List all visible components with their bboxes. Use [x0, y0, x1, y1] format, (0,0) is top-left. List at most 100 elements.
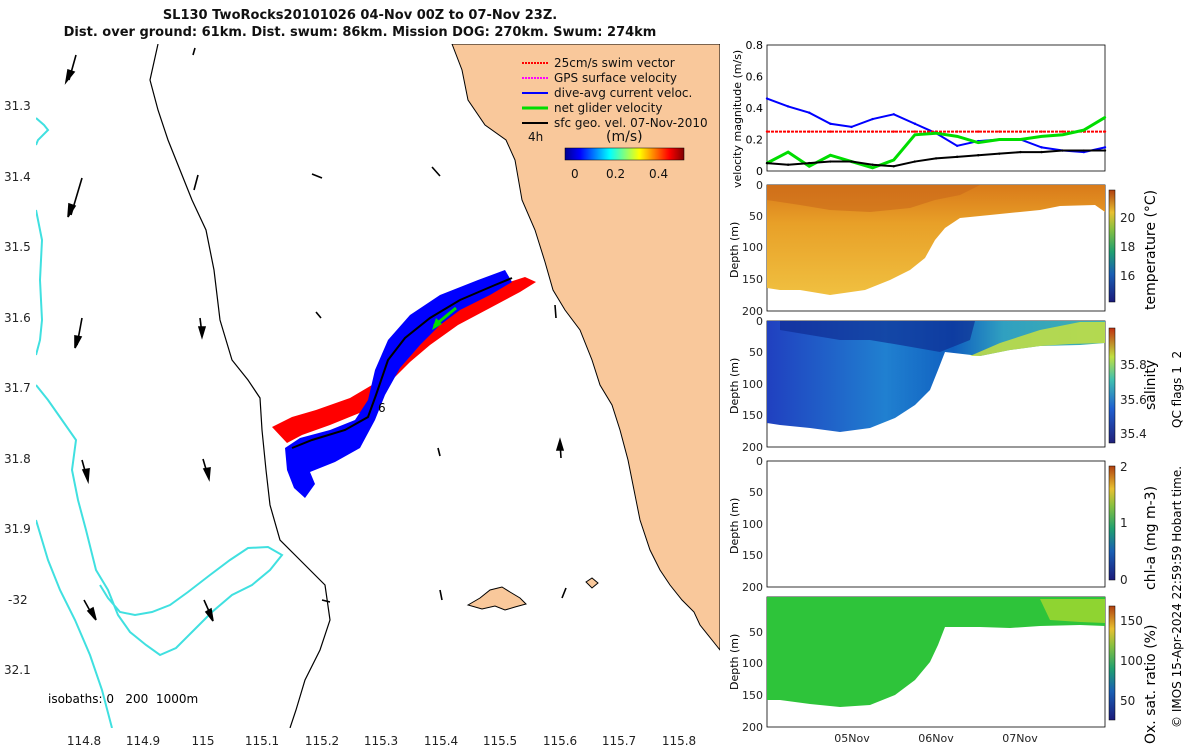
- velocity-point: [913, 122, 917, 125]
- lon-tick: 115: [192, 734, 215, 748]
- speed-colorbar: [564, 147, 685, 161]
- sfc-geo-vectors: [64, 47, 567, 622]
- velocity-point: [977, 154, 980, 157]
- depth-ylabel: Depth (m): [728, 498, 741, 554]
- salinity-label: salinity: [1143, 360, 1159, 410]
- cbar-tick: 18: [1120, 240, 1135, 254]
- oxygen-panel: Ox. sat. ratio (%) Depth (m): [728, 596, 1159, 744]
- cbar-tick: 20: [1120, 211, 1135, 225]
- velocity-point: [1061, 130, 1064, 133]
- velocity-ytick: 0.2: [746, 134, 764, 147]
- depth-tick: 100: [742, 241, 763, 254]
- lat-tick: 31.3: [4, 99, 31, 113]
- isobaths-label: isobaths: 0 200 1000m: [48, 692, 198, 706]
- depth-tick: 50: [749, 346, 763, 359]
- date-tick: 05Nov: [834, 732, 870, 745]
- depth-tick: 0: [756, 179, 763, 192]
- cbar-tick: 150: [1120, 614, 1143, 628]
- lat-tick: 31.7: [4, 381, 31, 395]
- lat-tick: 31.5: [4, 240, 31, 254]
- depth-tick: 50: [749, 626, 763, 639]
- lat-tick: 31.9: [4, 522, 31, 536]
- lon-tick: 115.8: [662, 734, 696, 748]
- velocity-point: [829, 160, 832, 163]
- lon-tick: 115.3: [364, 734, 398, 748]
- depth-ylabel: Depth (m): [728, 222, 741, 278]
- map-lat-axis: 31.3 31.4 31.5 31.6 31.7 31.8 31.9 -32 3…: [4, 99, 31, 677]
- velocity-ytick: 0.4: [746, 102, 764, 115]
- cbar-tick: 35.8: [1120, 358, 1147, 372]
- cbar-tick: 2: [1120, 460, 1128, 474]
- profile-panels: 0 0.2 0.4 0.6 0.8 velocity magnitude (m/s) t…: [728, 39, 1184, 745]
- velocity-point: [892, 158, 895, 162]
- velocity-point: [892, 165, 895, 168]
- velocity-point: [1019, 150, 1022, 154]
- velocity-point: [955, 135, 959, 138]
- velocity-point: [998, 138, 1001, 141]
- velocity-point: [934, 132, 938, 135]
- depth-tick: 0: [756, 455, 763, 468]
- velocity-point: [913, 133, 917, 136]
- figure-title-line1: SL130 TwoRocks20101026 04-Nov 00Z to 07-…: [162, 8, 558, 23]
- date-tick: 06Nov: [918, 732, 954, 745]
- colorbar-tick: 0.2: [606, 167, 625, 181]
- qc-flags-label: QC flags 1 2: [1170, 351, 1184, 428]
- salinity-panel: salinity Depth (m): [728, 320, 1159, 448]
- colorbar-unit: (m/s): [606, 129, 643, 145]
- velocity-ylabel: velocity magnitude (m/s): [731, 50, 744, 188]
- map-legend: 25cm/s swim vector GPS surface velocity …: [522, 56, 708, 181]
- velocity-point: [955, 144, 959, 147]
- velocity-point: [955, 130, 959, 133]
- legend-label: dive-avg current veloc.: [554, 86, 692, 100]
- depth-tick: 200: [742, 441, 763, 454]
- lon-tick: 115.2: [305, 734, 339, 748]
- temperature-warm-layer: [767, 185, 980, 212]
- colorbar-tick: 0.4: [649, 167, 668, 181]
- lat-tick: 31.4: [4, 170, 31, 184]
- velocity-point: [998, 152, 1001, 155]
- depth-tick: 200: [742, 721, 763, 734]
- isobath-200m: [36, 519, 113, 728]
- map-lon-axis: 114.8 114.9 115 115.1 115.2 115.3 115.4 …: [67, 734, 696, 748]
- map-panel: 6 31.3 31.4 31.5 31.6 3: [4, 44, 720, 748]
- rottnest-island: [466, 586, 527, 611]
- oxygen-field: [767, 597, 1105, 707]
- velocity-ytick: 0.8: [746, 39, 764, 52]
- velocity-point: [892, 113, 895, 116]
- figure-title-line2: Dist. over ground: 61km. Dist. swum: 86k…: [63, 25, 657, 40]
- velocity-point: [913, 130, 917, 133]
- velocity-point: [1040, 146, 1043, 149]
- velocity-point: [913, 160, 917, 163]
- dive-avg-current-fan: [285, 270, 512, 498]
- track-label: 6: [378, 401, 386, 415]
- chl-colorbar: [1108, 465, 1116, 581]
- velocity-point: [829, 130, 832, 133]
- salinity-high-layer: [970, 322, 1105, 356]
- depth-tick: 50: [749, 210, 763, 223]
- velocity-ytick: 0.6: [746, 71, 764, 84]
- velocity-point: [934, 157, 938, 160]
- velocity-point: [1103, 146, 1107, 149]
- depth-tick: 200: [742, 305, 763, 318]
- shelf-contour: [149, 44, 331, 728]
- date-tick: 07Nov: [1002, 732, 1038, 745]
- velocity-point: [998, 130, 1001, 133]
- velocity-panel: 0 0.2 0.4 0.6 0.8 velocity magnitude (m/s): [731, 39, 1107, 188]
- depth-tick: 100: [742, 518, 763, 531]
- lon-tick: 115.4: [424, 734, 458, 748]
- velocity-point: [871, 117, 874, 121]
- cbar-tick: 35.4: [1120, 427, 1147, 441]
- cbar-tick: 100: [1120, 654, 1143, 668]
- lon-tick: 114.9: [126, 734, 160, 748]
- velocity-point: [1061, 133, 1064, 136]
- mainland: [451, 44, 720, 651]
- velocity-point: [1040, 135, 1043, 138]
- credit-label: © IMOS 15-Apr-2024 22:59:59 Hobart time.: [1170, 466, 1184, 728]
- velocity-point: [871, 166, 874, 170]
- velocity-point: [1082, 128, 1086, 132]
- salinity-field: [767, 321, 1105, 432]
- depth-tick: 200: [742, 581, 763, 594]
- lat-tick: 31.6: [4, 311, 31, 325]
- velocity-point: [765, 97, 769, 100]
- velocity-point: [786, 105, 790, 108]
